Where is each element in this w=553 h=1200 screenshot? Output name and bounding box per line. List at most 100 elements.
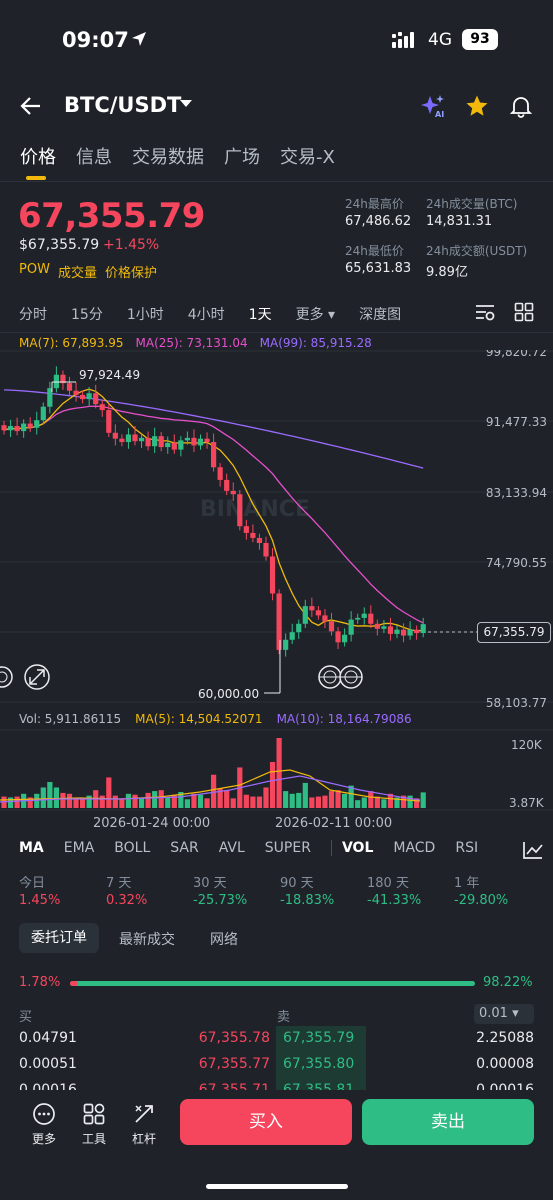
- tf-depth[interactable]: 深度图: [359, 307, 402, 323]
- candle: [119, 438, 125, 443]
- volume-bar: [158, 790, 164, 808]
- chart-settings-icon[interactable]: [474, 302, 496, 322]
- ind-boll[interactable]: BOLL: [114, 840, 151, 856]
- tools-button[interactable]: 工具: [74, 1102, 114, 1147]
- candle: [263, 543, 269, 557]
- tab-trading-data[interactable]: 交易数据: [132, 147, 204, 168]
- candle: [224, 479, 230, 491]
- grid-layout-icon[interactable]: [514, 302, 534, 322]
- tab-network[interactable]: 网络: [210, 932, 238, 948]
- volume-bar: [197, 794, 204, 808]
- ratio-bar-buy: [70, 981, 78, 986]
- indicator-chart-icon[interactable]: [522, 840, 544, 860]
- buy-ratio: 1.78%: [19, 975, 61, 990]
- tf-1h[interactable]: 1小时: [126, 307, 164, 323]
- stat-vol-usdt: 9.89亿: [426, 265, 468, 280]
- volume-bar: [400, 795, 407, 808]
- pair-title[interactable]: BTC/USDT: [64, 93, 182, 117]
- ind-super[interactable]: SUPER: [264, 840, 311, 856]
- tab-trade-x[interactable]: 交易-X: [280, 147, 335, 168]
- candle: [302, 606, 308, 624]
- event-globe-icon[interactable]: [0, 666, 13, 688]
- candle: [86, 393, 92, 400]
- candle: [1, 425, 7, 431]
- event-flip-icon[interactable]: [24, 664, 50, 690]
- tab-info[interactable]: 信息: [76, 147, 112, 168]
- candle: [269, 556, 276, 594]
- tag-pow[interactable]: POW: [19, 262, 50, 277]
- candle: [40, 406, 46, 421]
- candle: [322, 615, 328, 622]
- volume-bar: [407, 795, 413, 808]
- more-button[interactable]: 更多: [24, 1102, 64, 1147]
- ma25: [3, 405, 424, 624]
- volume-tick-low: 3.87K: [509, 796, 545, 810]
- volume-bar: [14, 796, 20, 808]
- candle: [138, 437, 145, 442]
- event-globe-icon[interactable]: [318, 665, 342, 689]
- bid-price: 67,355.77: [198, 1056, 270, 1072]
- indicator-selector: MA EMA BOLL SAR AVL SUPER VOL MACD RSI: [19, 840, 498, 856]
- volume-bar: [217, 788, 223, 808]
- volume-bar: [80, 797, 86, 808]
- candle: [328, 621, 335, 632]
- ind-vol[interactable]: VOL: [330, 840, 373, 856]
- candle: [217, 467, 223, 480]
- candle: [289, 632, 295, 640]
- ind-avl[interactable]: AVL: [218, 840, 245, 856]
- ind-ema[interactable]: EMA: [63, 840, 95, 856]
- tab-recent-trades[interactable]: 最新成交: [119, 932, 175, 948]
- tf-more[interactable]: 更多 ▾: [295, 307, 336, 323]
- candlestick-chart[interactable]: BINANCE 99,820.72 91,477.33 83,133.94 74,79…: [0, 350, 553, 830]
- ind-rsi[interactable]: RSI: [455, 840, 479, 856]
- price-step-select[interactable]: 0.01 ▾: [474, 1004, 534, 1024]
- candle: [112, 432, 118, 439]
- orderbook-row[interactable]: 0.00051 67,355.77 67,355.80 0.00008: [0, 1052, 553, 1078]
- tab-price[interactable]: 价格: [20, 147, 56, 168]
- tab-order-book[interactable]: 委托订单: [19, 923, 99, 953]
- bell-icon[interactable]: [509, 94, 533, 118]
- tf-15m[interactable]: 15分: [71, 307, 103, 323]
- ai-sparkle-icon[interactable]: AI: [420, 94, 446, 118]
- candle: [53, 374, 59, 389]
- ratio-bar: [70, 981, 475, 986]
- tab-square[interactable]: 广场: [224, 147, 260, 168]
- event-globe-icon[interactable]: [339, 665, 363, 689]
- y-tick-label: 58,103.77: [486, 696, 547, 710]
- candle: [387, 626, 394, 634]
- volume-bar: [302, 782, 308, 808]
- orderbook-row[interactable]: 0.04791 67,355.78 67,355.79 2.25088: [0, 1026, 553, 1052]
- status-time: 09:07: [62, 28, 129, 52]
- x-tick-label: 2026-02-11 00:00: [275, 816, 392, 830]
- volume-bar: [60, 792, 66, 808]
- ind-ma[interactable]: MA: [19, 840, 44, 856]
- back-arrow-icon[interactable]: [20, 95, 42, 117]
- sell-button[interactable]: 卖出: [362, 1099, 534, 1145]
- tag-volume[interactable]: 成交量: [57, 266, 97, 281]
- ask-price: 67,355.79: [283, 1030, 355, 1046]
- tf-1d[interactable]: 1天: [248, 307, 272, 323]
- candle: [106, 410, 112, 433]
- stat-high: 67,486.62: [345, 214, 412, 229]
- candle: [21, 423, 27, 432]
- candle: [60, 374, 66, 384]
- price-usd: $67,355.79: [19, 237, 100, 253]
- favorite-star-icon[interactable]: [465, 94, 489, 118]
- volume-bar: [34, 793, 40, 808]
- pair-tags: POW 成交量 价格保护: [19, 262, 157, 281]
- perf-label: 30 天: [193, 876, 227, 891]
- candle: [394, 629, 400, 634]
- ind-macd[interactable]: MACD: [393, 840, 436, 856]
- tf-4h[interactable]: 4小时: [187, 307, 225, 323]
- tag-price-protection[interactable]: 价格保护: [104, 266, 157, 281]
- tools-grid-icon: [83, 1103, 105, 1125]
- divider: [0, 332, 553, 333]
- ind-sar[interactable]: SAR: [170, 840, 199, 856]
- candle: [27, 423, 33, 428]
- binance-watermark: BINANCE: [200, 497, 310, 522]
- chevron-down-icon[interactable]: [180, 100, 192, 108]
- leverage-button[interactable]: 杠杆: [124, 1102, 164, 1147]
- buy-button[interactable]: 买入: [180, 1099, 352, 1145]
- candle: [368, 613, 374, 624]
- tf-line[interactable]: 分时: [19, 307, 47, 323]
